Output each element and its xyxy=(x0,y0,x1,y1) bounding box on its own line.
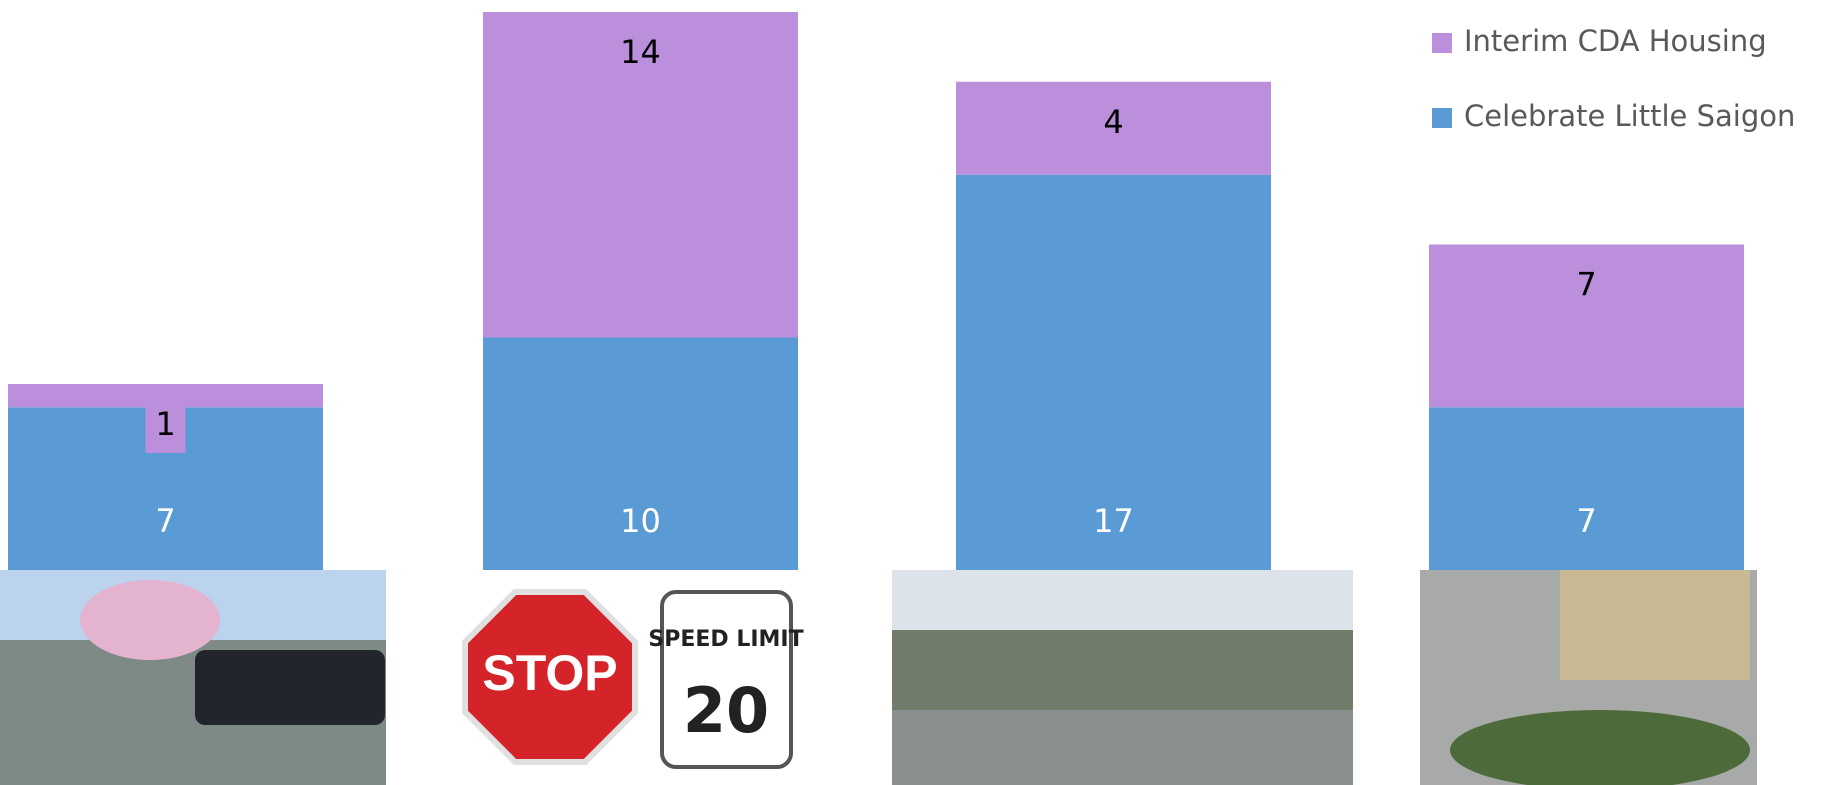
data-label: 10 xyxy=(620,502,661,540)
stop-text: STOP xyxy=(482,645,617,701)
bar-segment xyxy=(1429,407,1744,570)
photo-car xyxy=(195,650,385,725)
legend-swatch xyxy=(1432,108,1452,128)
photo-road xyxy=(892,710,1353,785)
data-label: 1 xyxy=(155,405,175,443)
speed-limit-text: SPEED LIMIT xyxy=(648,627,803,652)
data-label: 14 xyxy=(620,33,661,71)
data-label: 7 xyxy=(155,502,175,540)
legend-label: Interim CDA Housing xyxy=(1464,24,1767,58)
photo-sky xyxy=(892,570,1353,630)
chart: STOP SPEED LIMIT 20 7 1 10 14 17 4 7 7 Interim C… xyxy=(0,0,1837,785)
legend-swatch xyxy=(1432,33,1452,53)
speed-value: 20 xyxy=(683,674,769,747)
photos: STOP SPEED LIMIT 20 xyxy=(0,570,1757,785)
data-label: 7 xyxy=(1576,502,1596,540)
photo-tree xyxy=(80,580,220,660)
photo-building xyxy=(1560,570,1750,680)
data-label: 7 xyxy=(1576,266,1596,304)
data-label: 17 xyxy=(1093,502,1134,540)
legend-label: Celebrate Little Saigon xyxy=(1464,99,1795,133)
data-label: 4 xyxy=(1103,103,1123,141)
